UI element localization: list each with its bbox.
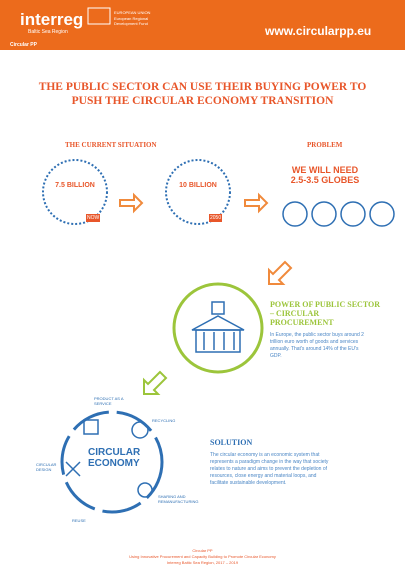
- problem-text: WE WILL NEED 2.5-3.5 GLOBES: [286, 165, 364, 185]
- arrows: [120, 195, 291, 284]
- globe-label: 7.5 BILLION: [52, 182, 98, 189]
- solution-heading: SOLUTION: [210, 438, 252, 447]
- fund: European Regional Development Fund: [114, 16, 154, 26]
- cycle-label: SHARING AND REMANUFACTURING: [158, 494, 192, 504]
- current-heading: THE CURRENT SITUATION: [65, 141, 157, 149]
- globe-label: 10 BILLION: [175, 182, 221, 189]
- footer-project: Circular PP: [100, 548, 305, 553]
- globe-tag: NOW: [86, 214, 100, 222]
- power-heading: POWER OF PUBLIC SECTOR – CIRCULAR PROCUR…: [270, 300, 380, 327]
- project: Circular PP: [10, 42, 37, 48]
- page: interreg Baltic Sea Region EUROPEAN UNIO…: [0, 0, 405, 570]
- footer-subtitle: Using Innovative Procurement and Capacit…: [100, 554, 305, 559]
- cycle-label: REUSE: [72, 518, 86, 523]
- footer-dates: Interreg Baltic Sea Region, 2017 – 2019: [100, 560, 305, 565]
- brand: interreg: [20, 10, 83, 30]
- power-text: In Europe, the public sector buys around…: [270, 332, 370, 360]
- arrow-green: [144, 372, 166, 394]
- url: www.circularpp.eu: [265, 24, 371, 38]
- green-circle: [174, 284, 262, 372]
- cycle-center: CIRCULAR ECONOMY: [88, 447, 138, 469]
- eu: EUROPEAN UNION: [114, 10, 150, 15]
- cycle-label: CIRCULAR DESIGN: [36, 462, 60, 472]
- building: [192, 302, 244, 352]
- globe-tag: 2050: [209, 214, 222, 222]
- title: THE PUBLIC SECTOR CAN USE THEIR BUYING P…: [30, 80, 375, 108]
- problem-heading: PROBLEM: [307, 141, 342, 149]
- solution-text: The circular economy is an economic syst…: [210, 452, 335, 487]
- region: Baltic Sea Region: [28, 29, 68, 35]
- globes: [43, 160, 230, 224]
- cycle-label: RECYCLING: [152, 418, 175, 423]
- cycle-label: PRODUCT AS A SERVICE: [94, 396, 124, 406]
- small-globes: [283, 202, 394, 226]
